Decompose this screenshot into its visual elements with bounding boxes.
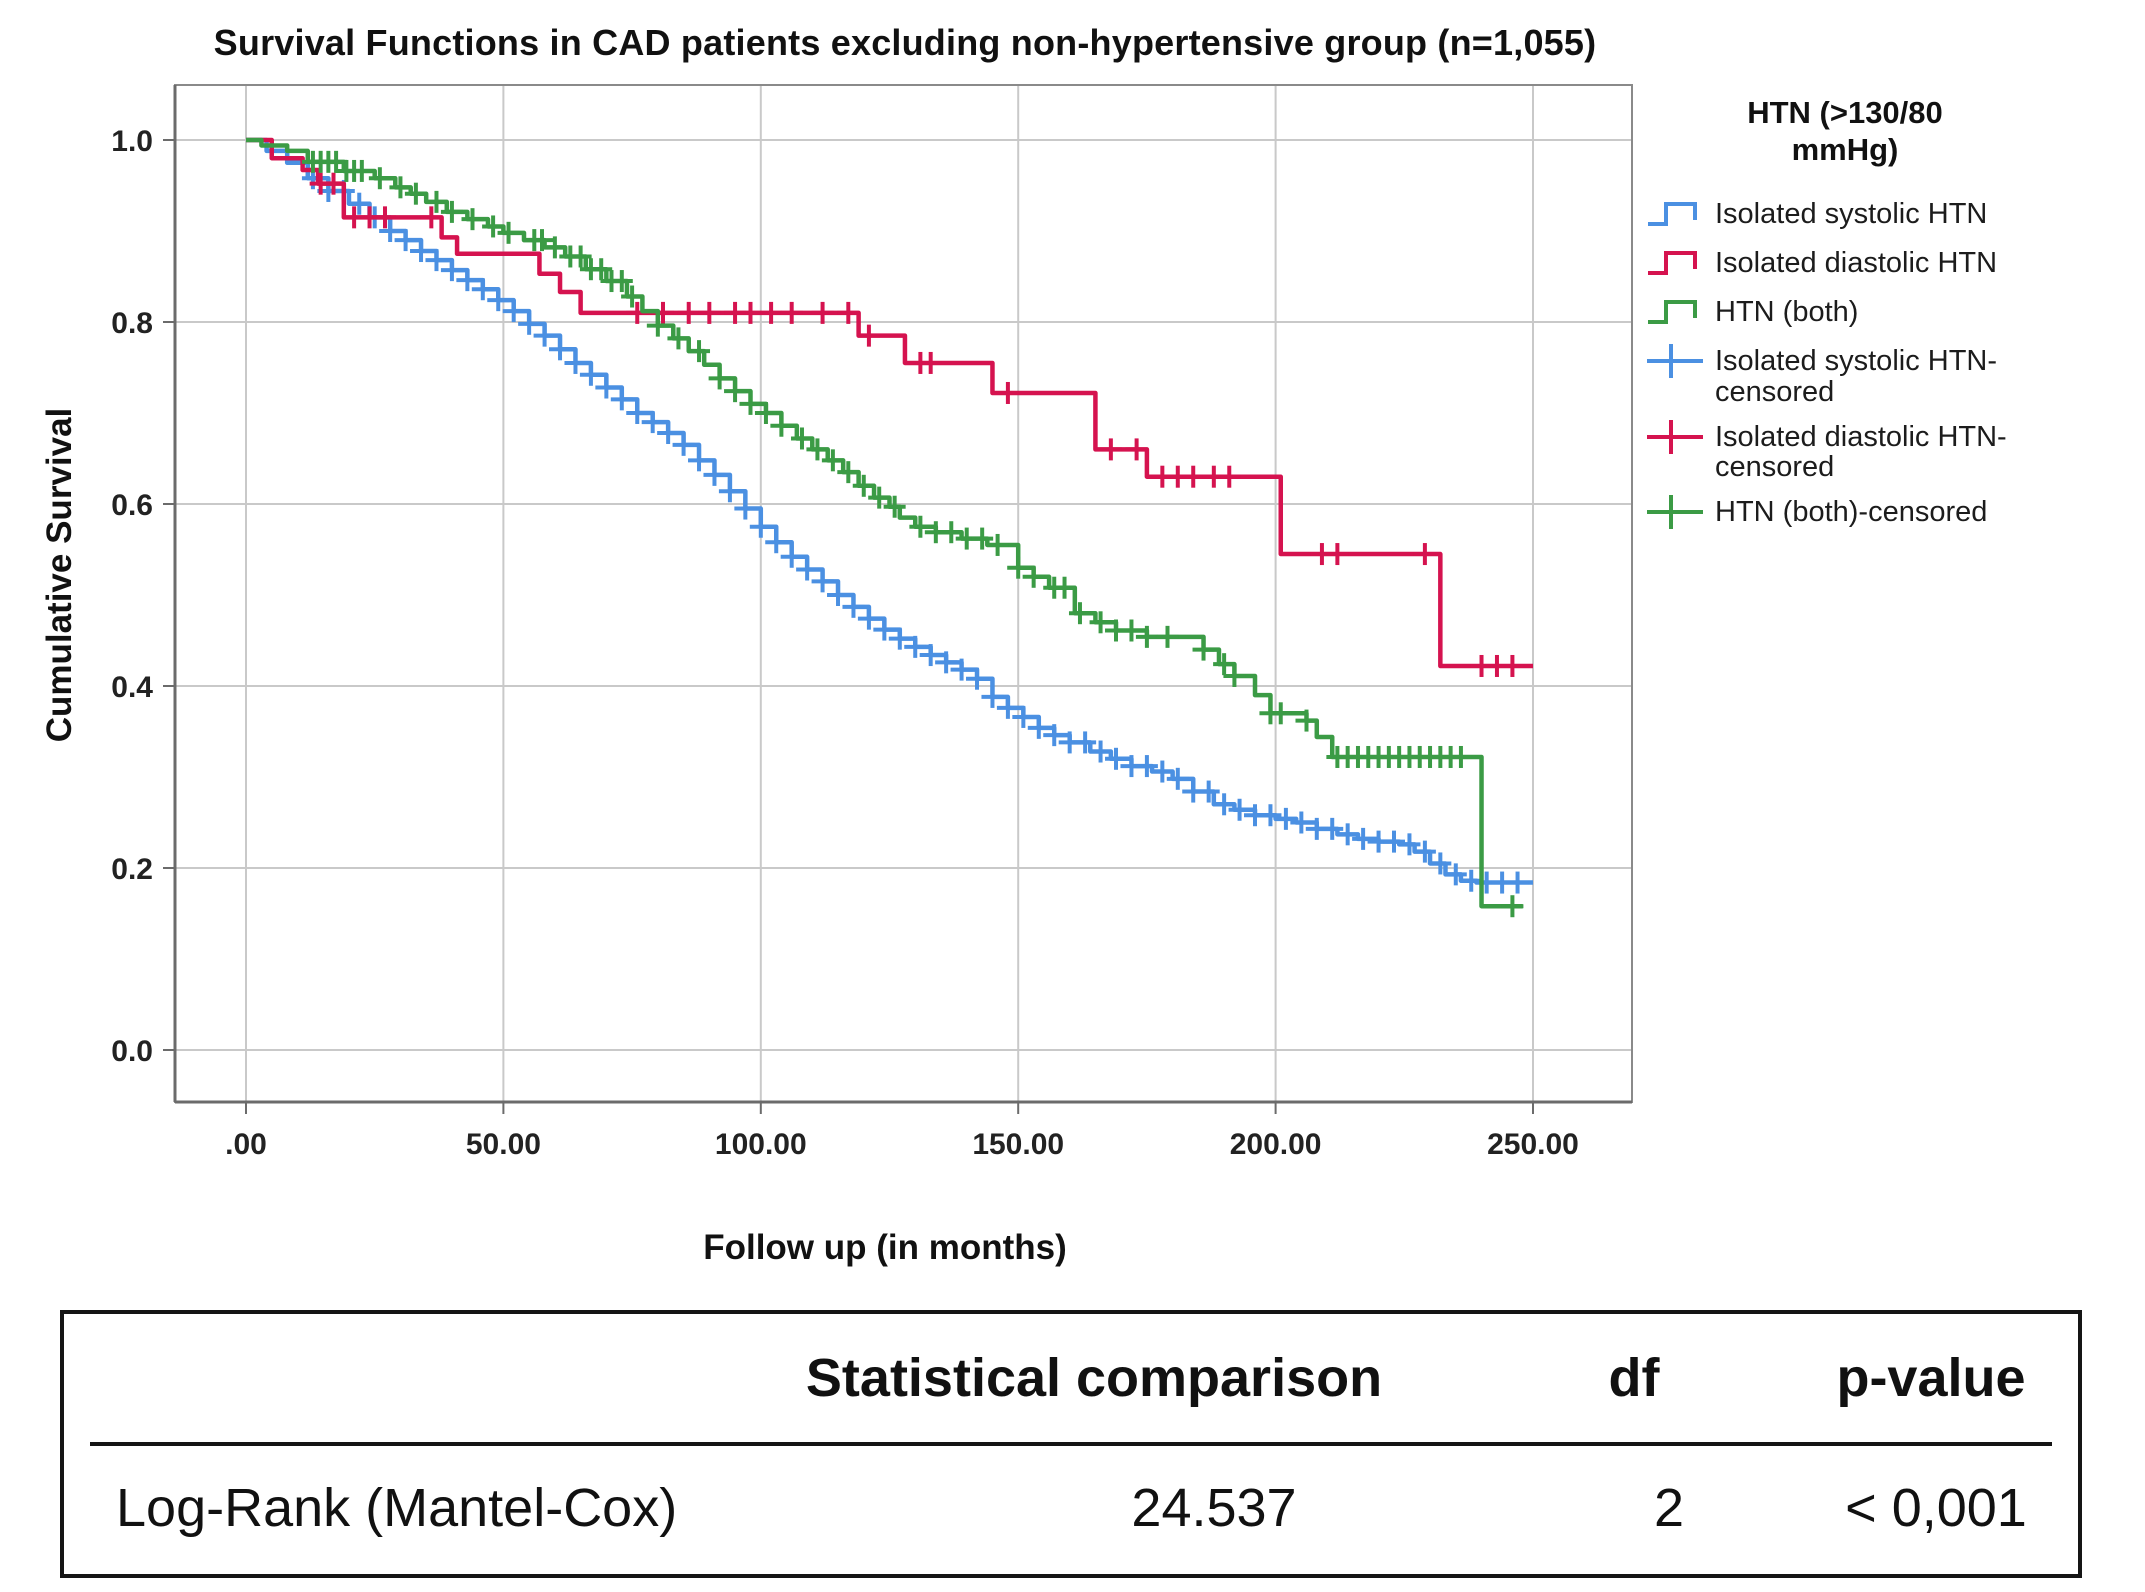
legend-label: HTN (both) <box>1715 296 1859 329</box>
y-tick-label: 0.0 <box>111 1035 153 1068</box>
curve-isolated-systolic-htn <box>246 137 1533 885</box>
y-tick-label: 1.0 <box>111 125 153 158</box>
legend-label: Isolated systolic HTN <box>1715 198 1988 231</box>
y-tick-label: 0.4 <box>111 671 153 704</box>
curve-htn-both <box>246 137 1523 909</box>
x-tick-label: 250.00 <box>1487 1128 1579 1161</box>
legend-entry-isolated-diastolic-htn-censored: Isolated diastolic HTN-censored <box>1645 417 2120 483</box>
x-tick-label: 150.00 <box>972 1128 1064 1161</box>
statistics-table: Statistical comparison df p-value Log-Rank… <box>60 1310 2082 1578</box>
y-tick-label: 0.6 <box>111 489 153 522</box>
y-tick-label: 0.2 <box>111 853 153 886</box>
legend-entry-isolated-systolic-htn-censored: Isolated systolic HTN-censored <box>1645 341 2120 407</box>
stats-header-cell: df <box>1608 1348 1660 1408</box>
stats-header-cell: p-value <box>1836 1348 2026 1408</box>
legend-label: HTN (both)-censored <box>1715 496 1988 529</box>
statistics-table-data-row: Log-Rank (Mantel-Cox) 24.537 2 < 0,001 <box>64 1446 2078 1570</box>
step-line-swatch-icon <box>1648 300 1697 325</box>
step-line-swatch-icon <box>1648 251 1697 276</box>
step-glyph <box>1648 300 1697 325</box>
statistics-table-separator <box>90 1442 2052 1446</box>
legend: HTN (>130/80 mmHg) Isolated systolic HTN I… <box>1645 95 2120 541</box>
x-axis-title: Follow up (in months) <box>703 1228 1067 1267</box>
chart-title: Survival Functions in CAD patients exclu… <box>213 22 1597 63</box>
legend-title-line: mmHg) <box>1791 131 1899 167</box>
censored-plus-swatch-icon <box>1647 419 1703 454</box>
legend-label: Isolated diastolic HTN-censored <box>1715 420 2007 484</box>
legend-label: Isolated systolic HTN-censored <box>1715 345 1998 408</box>
x-tick-label: 100.00 <box>715 1128 807 1161</box>
legend-label: Isolated diastolic HTN <box>1715 247 1998 280</box>
step-line-swatch-icon <box>1648 202 1697 227</box>
statistics-table-header-row: Statistical comparison df p-value <box>64 1314 2078 1442</box>
stats-cell: 2 <box>1653 1478 1685 1538</box>
legend-entries: Isolated systolic HTN Isolated diastolic … <box>1645 194 2120 532</box>
stats-cell: 24.537 <box>1131 1478 1297 1538</box>
censor-marks-isolated-diastolic-htn <box>309 172 1524 677</box>
x-tick-label: 50.00 <box>466 1128 541 1161</box>
stats-header-cell: Statistical comparison <box>805 1348 1383 1408</box>
legend-entry-isolated-diastolic-htn: Isolated diastolic HTN <box>1645 243 2120 283</box>
stats-cell: < 0,001 <box>1845 1478 2027 1538</box>
censor-marks-isolated-systolic-htn <box>301 167 1529 894</box>
x-tick-label: 200.00 <box>1230 1128 1322 1161</box>
survival-plot: 0.0 0.2 0.4 0.6 0.8 1.0 .00 50.00 100.00 150.00 20… <box>111 84 1633 1161</box>
plot-border <box>174 84 1633 1103</box>
censored-plus-swatch-icon <box>1647 495 1703 530</box>
curve-isolated-diastolic-htn <box>246 137 1533 669</box>
legend-title-line: HTN (>130/80 <box>1747 95 1943 130</box>
legend-entry-htn-both: HTN (both) <box>1645 292 2120 332</box>
censored-plus-swatch-icon <box>1647 344 1703 379</box>
legend-title: HTN (>130/80 mmHg) <box>1645 95 2045 168</box>
x-tick-label: .00 <box>225 1128 267 1161</box>
stats-cell: Log-Rank (Mantel-Cox) <box>116 1478 678 1538</box>
step-glyph <box>1648 202 1697 227</box>
legend-entry-htn-both-censored: HTN (both)-censored <box>1645 492 2120 532</box>
censor-marks-htn-both <box>301 150 1524 918</box>
step-glyph <box>1648 251 1697 276</box>
y-axis-title: Cumulative Survival <box>40 407 79 743</box>
legend-entry-isolated-systolic-htn: Isolated systolic HTN <box>1645 194 2120 234</box>
y-tick-label: 0.8 <box>111 307 153 340</box>
